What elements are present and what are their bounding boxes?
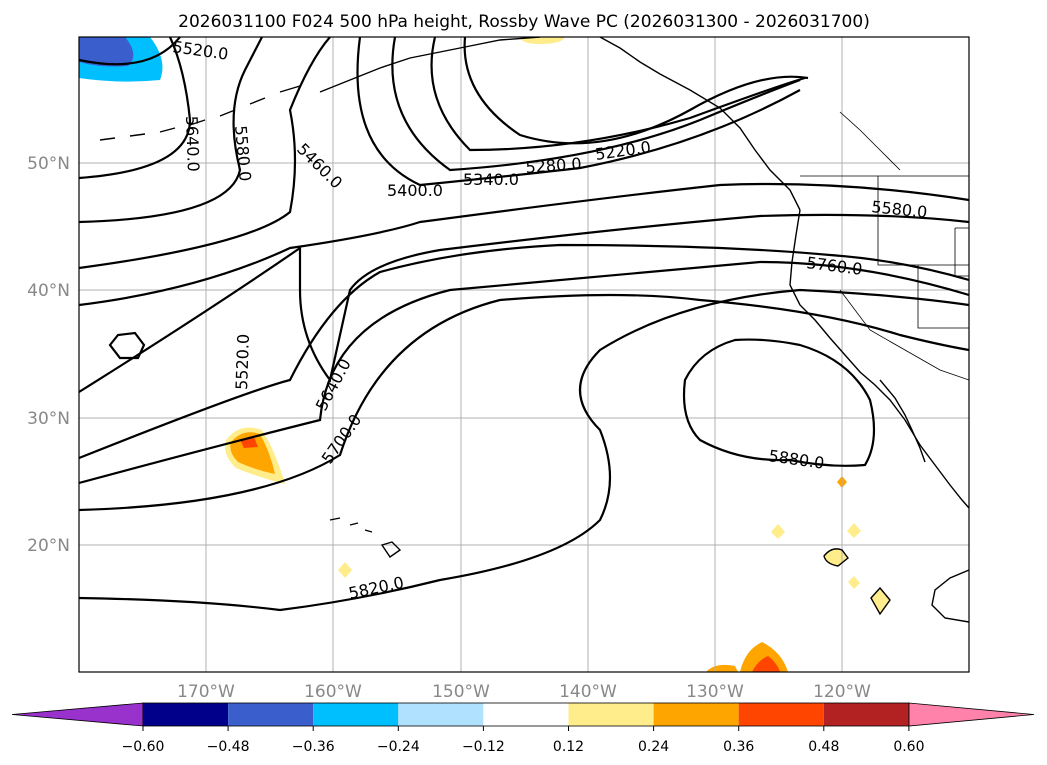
california-border bbox=[839, 289, 969, 381]
lon-label: 160°W bbox=[304, 682, 362, 702]
positive-spot bbox=[847, 523, 861, 538]
colorbar-tick-label: −0.24 bbox=[377, 739, 420, 755]
contour-5760 bbox=[79, 293, 969, 512]
contour-label: 5400.0 bbox=[387, 181, 443, 200]
colorbar-segment bbox=[568, 703, 654, 726]
state-borders bbox=[877, 176, 969, 329]
lon-label: 150°W bbox=[432, 682, 490, 702]
contour-5820 bbox=[79, 288, 969, 612]
contour-5460 bbox=[79, 37, 331, 270]
contour-5640-west bbox=[79, 37, 192, 180]
colorbar-segment bbox=[738, 703, 824, 726]
alaska-coast bbox=[319, 37, 541, 93]
lon-label: 170°W bbox=[177, 682, 235, 702]
contour-5400 bbox=[356, 37, 801, 187]
contour-5880 bbox=[682, 338, 876, 467]
lon-label: 120°W bbox=[813, 682, 871, 702]
positive-spot bbox=[771, 524, 785, 539]
colorbar-segment bbox=[313, 703, 399, 726]
lat-label: 20°N bbox=[27, 536, 70, 556]
lon-label: 140°W bbox=[559, 682, 617, 702]
contour-label: 5580.0 bbox=[231, 125, 255, 182]
positive-spot bbox=[338, 562, 352, 578]
contour-label: 5280.0 bbox=[525, 154, 582, 177]
colorbar-extend-min bbox=[11, 702, 144, 727]
colorbar-tick-label: −0.60 bbox=[122, 739, 165, 755]
contour-low-center bbox=[108, 331, 146, 360]
contour-5520-loop bbox=[79, 213, 969, 393]
lat-label: 30°N bbox=[27, 409, 70, 429]
contour-5580-east bbox=[79, 182, 969, 307]
positive-anomaly-south-core bbox=[752, 656, 780, 672]
latitude-labels: 50°N 40°N 30°N 20°N bbox=[27, 154, 70, 556]
colorbar-tick-label: −0.36 bbox=[292, 739, 335, 755]
lon-label: 130°W bbox=[686, 682, 744, 702]
colorbar-segment bbox=[823, 703, 909, 726]
colorbar-segment bbox=[398, 703, 484, 726]
mexico-coast bbox=[931, 569, 969, 623]
colorbar-segment bbox=[653, 703, 739, 726]
anomaly-shading bbox=[79, 37, 890, 672]
positive-anomaly-south-west bbox=[706, 664, 738, 672]
positive-anomaly-north bbox=[520, 37, 565, 44]
longitude-labels: 170°W 160°W 150°W 140°W 130°W 120°W bbox=[177, 682, 871, 702]
colorbar-tick-label: −0.48 bbox=[207, 739, 250, 755]
hawaii-islands bbox=[329, 517, 402, 558]
colorbar-tick-label: 0.60 bbox=[893, 739, 924, 755]
contour-5280 bbox=[430, 37, 806, 152]
island-outline bbox=[870, 586, 891, 616]
lat-label: 40°N bbox=[27, 281, 70, 301]
contour-5700 bbox=[79, 260, 969, 485]
colorbar-tick-label: 0.36 bbox=[723, 739, 754, 755]
contour-label: 5520.0 bbox=[232, 334, 253, 391]
map-area bbox=[79, 37, 969, 672]
negative-anomaly-core bbox=[79, 37, 134, 67]
colorbar: −0.60 −0.48 −0.36 −0.24 −0.12 0.12 0.24 0.36 0.4… bbox=[11, 702, 1035, 755]
colorbar-segment bbox=[143, 703, 229, 726]
colorbar-segment bbox=[228, 703, 314, 726]
baja-coast bbox=[879, 379, 926, 463]
contour-5340 bbox=[391, 37, 801, 172]
borders bbox=[800, 111, 969, 381]
contour-5640 bbox=[79, 243, 969, 460]
colorbar-tick-label: 0.12 bbox=[553, 739, 584, 755]
figure-title: 2026031100 F024 500 hPa height, Rossby W… bbox=[178, 12, 870, 32]
aleutian-islands bbox=[99, 85, 301, 141]
colorbar-tick-label: 0.48 bbox=[808, 739, 839, 755]
colorbar-tick-label: −0.12 bbox=[462, 739, 505, 755]
coastlines bbox=[99, 37, 969, 623]
height-contours bbox=[79, 37, 969, 612]
island-outline bbox=[823, 548, 849, 567]
colorbar-segment bbox=[483, 703, 569, 726]
map-frame bbox=[78, 36, 970, 673]
positive-spot bbox=[848, 576, 860, 589]
colorbar-tick-label: 0.24 bbox=[638, 739, 669, 755]
contour-5220 bbox=[463, 37, 809, 145]
contour-label: 5340.0 bbox=[463, 170, 519, 189]
colorbar-extend-max bbox=[908, 702, 1035, 727]
contour-5580 bbox=[79, 37, 263, 224]
lat-label: 50°N bbox=[27, 154, 70, 174]
colorbar-outline bbox=[142, 702, 910, 727]
canada-province-border bbox=[839, 111, 901, 171]
contour-label: 5640.0 bbox=[182, 115, 203, 172]
us-west-coast bbox=[789, 209, 969, 509]
